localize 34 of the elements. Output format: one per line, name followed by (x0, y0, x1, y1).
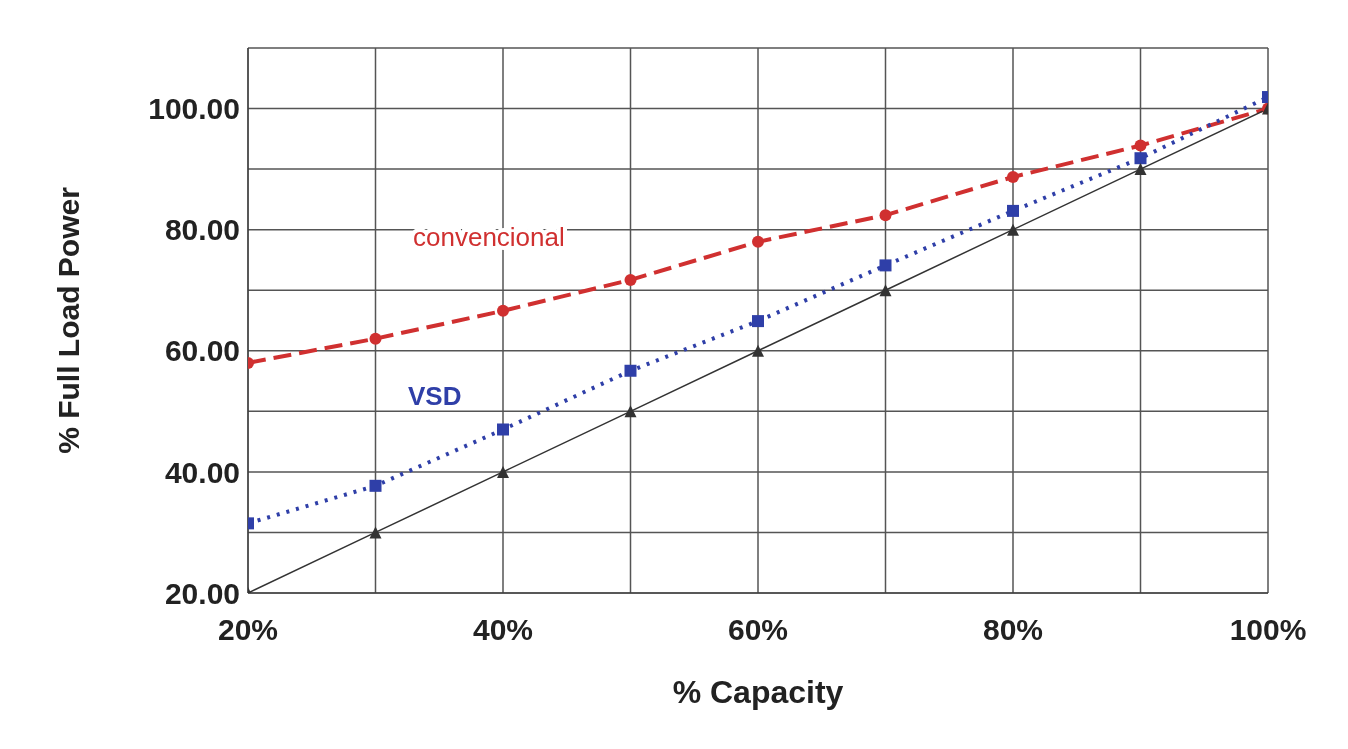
point (1007, 170, 1019, 183)
point (1134, 152, 1147, 165)
y-tick-label: 20.00 (164, 576, 240, 610)
point (879, 209, 892, 222)
y-tick-label: 80.00 (164, 213, 240, 247)
x-tick-label: 100% (1229, 613, 1307, 647)
point (752, 235, 764, 248)
point (369, 526, 382, 539)
point (624, 405, 637, 418)
point (1007, 204, 1019, 217)
x-tick-label: 80% (982, 613, 1044, 647)
series-label: VSD (408, 380, 462, 411)
point (879, 284, 892, 297)
x-tick-label: 40% (472, 613, 534, 647)
y-axis-title: % Full Load Power (51, 186, 85, 454)
point (1134, 163, 1147, 176)
point (497, 423, 509, 436)
point (879, 259, 892, 272)
point (624, 364, 637, 377)
point (752, 315, 764, 328)
point (624, 273, 637, 286)
y-tick-label: 60.00 (164, 334, 240, 368)
point (752, 344, 764, 357)
y-tick-label: 40.00 (164, 455, 240, 489)
point (369, 332, 382, 345)
point (369, 479, 382, 492)
point (1134, 139, 1147, 152)
x-tick-label: 20% (217, 613, 279, 647)
point (497, 465, 509, 478)
x-axis-title: % Capacity (672, 674, 844, 710)
point (1007, 223, 1019, 236)
y-tick-label: 100.00 (148, 92, 240, 126)
x-tick-label: 60% (727, 613, 789, 647)
point (497, 304, 509, 317)
